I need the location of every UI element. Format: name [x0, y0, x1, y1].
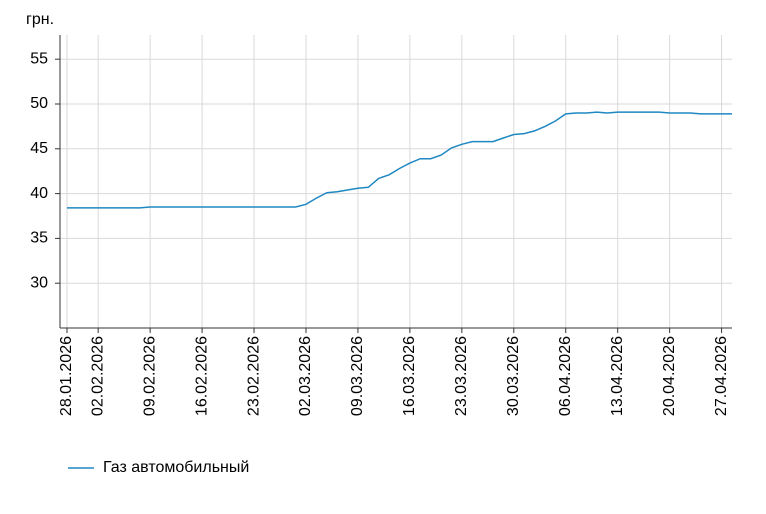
- x-tick-label: 06.04.2026: [557, 336, 574, 416]
- y-tick-label: 55: [30, 50, 48, 67]
- legend-label: Газ автомобильный: [103, 459, 249, 476]
- y-tick-label: 40: [30, 185, 48, 202]
- x-tick-label: 13.04.2026: [609, 336, 626, 416]
- x-tick-label: 16.03.2026: [401, 336, 418, 416]
- x-tick-label: 23.02.2026: [245, 336, 262, 416]
- x-tick-label: 28.01.2026: [58, 336, 75, 416]
- data-line: [67, 111, 732, 209]
- y-tick-label: 50: [30, 95, 48, 112]
- x-tick-label: 09.02.2026: [141, 336, 158, 416]
- x-tick-label: 20.04.2026: [661, 336, 678, 416]
- x-tick-label: 02.03.2026: [297, 336, 314, 416]
- y-axis-label: грн.: [26, 11, 54, 28]
- x-tick-label: 23.03.2026: [453, 336, 470, 416]
- x-tick-label: 27.04.2026: [713, 336, 730, 416]
- y-tick-label: 30: [30, 274, 48, 291]
- x-tick-label: 16.02.2026: [193, 336, 210, 416]
- x-tick-label: 02.02.2026: [89, 336, 106, 416]
- y-tick-label: 45: [30, 140, 48, 157]
- y-tick-label: 35: [30, 230, 48, 247]
- x-tick-label: 09.03.2026: [349, 336, 366, 416]
- x-tick-label: 30.03.2026: [505, 336, 522, 416]
